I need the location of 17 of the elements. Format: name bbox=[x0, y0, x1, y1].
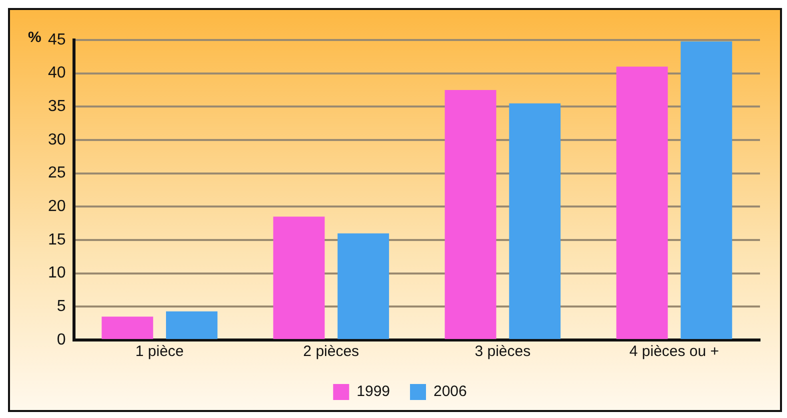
y-axis-title: % bbox=[28, 29, 42, 46]
y-tick-label: 35 bbox=[48, 98, 66, 116]
y-tick-label: 0 bbox=[56, 331, 66, 348]
y-tick-label: 25 bbox=[48, 164, 66, 182]
x-tick-label: 4 pièces ou + bbox=[629, 343, 720, 360]
x-tick-label: 2 pièces bbox=[303, 343, 360, 360]
y-tick-label: 45 bbox=[48, 31, 66, 48]
legend-label: 1999 bbox=[356, 383, 390, 400]
y-tick-label: 5 bbox=[56, 298, 66, 316]
y-tick-label: 30 bbox=[48, 131, 66, 148]
y-tick-label: 20 bbox=[48, 198, 66, 216]
x-tick-label: 3 pièces bbox=[474, 343, 531, 360]
y-tick-label: 15 bbox=[48, 231, 66, 248]
legend-label: 2006 bbox=[434, 383, 467, 400]
y-tick-label: 10 bbox=[48, 264, 66, 282]
x-tick-label: 1 pièce bbox=[135, 343, 184, 360]
y-tick-label: 40 bbox=[48, 64, 66, 82]
